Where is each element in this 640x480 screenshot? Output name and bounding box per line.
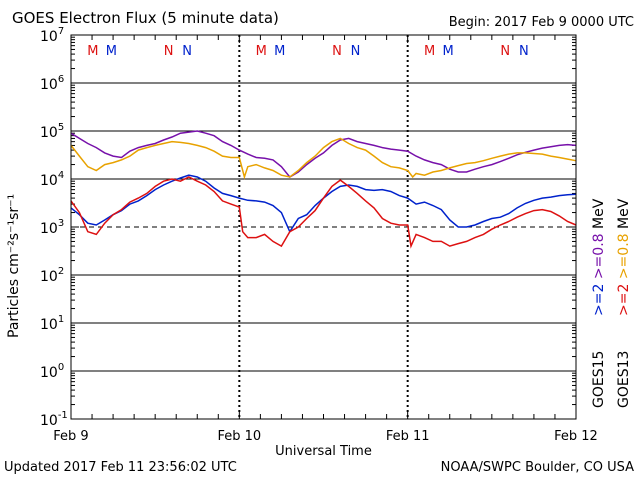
x-tick-label: Feb 10 xyxy=(217,429,261,444)
day-marker: N xyxy=(351,44,361,59)
day-marker: M xyxy=(87,44,98,59)
x-tick-label: Feb 11 xyxy=(386,429,430,444)
series-line-goes13_2mev xyxy=(70,176,577,249)
day-marker: N xyxy=(182,44,192,59)
legend-goes13-channels: >=2 >=0.8 MeV xyxy=(616,198,632,316)
updated-timestamp: Updated 2017 Feb 11 23:56:02 UTC xyxy=(4,460,237,475)
begin-time-label: Begin: 2017 Feb 9 0000 UTC xyxy=(448,15,634,30)
x-axis-label: Universal Time xyxy=(275,444,372,459)
series-line-goes13_08mev xyxy=(70,137,577,180)
y-tick-label: 106 xyxy=(40,74,64,93)
day-marker: M xyxy=(256,44,267,59)
grid-layer xyxy=(71,35,576,419)
legend-goes13: GOES13 xyxy=(616,351,632,408)
legend: GOES15 GOES13 >=2 >=0.8 MeV >=2 >=0.8 MeV xyxy=(591,198,632,408)
day-marker: N xyxy=(332,44,342,59)
day-marker: M xyxy=(106,44,117,59)
x-tick-label: Feb 9 xyxy=(53,429,88,444)
day-marker: N xyxy=(519,44,529,59)
series-line-goes15_2mev xyxy=(70,174,577,234)
y-tick-label: 102 xyxy=(40,266,64,285)
y-tick-label: 10-1 xyxy=(40,410,68,429)
y-axis-label: Particles cm⁻²s⁻¹sr⁻¹ xyxy=(6,193,22,338)
credit-label: NOAA/SWPC Boulder, CO USA xyxy=(440,460,634,475)
legend-goes15-channels: >=2 >=0.8 MeV xyxy=(591,198,607,316)
series-line-goes15_08mev xyxy=(70,130,577,178)
day-marker: N xyxy=(500,44,510,59)
y-tick-label: 100 xyxy=(40,362,64,381)
plot-frame xyxy=(70,34,577,420)
x-tick-label: Feb 12 xyxy=(554,429,598,444)
y-tick-label: 105 xyxy=(40,122,64,141)
y-tick-label: 104 xyxy=(40,170,64,189)
day-marker: N xyxy=(164,44,174,59)
y-tick-label: 107 xyxy=(40,26,64,45)
day-marker: M xyxy=(274,44,285,59)
series-layer xyxy=(70,130,577,249)
y-tick-label: 101 xyxy=(40,314,64,333)
day-marker: M xyxy=(442,44,453,59)
legend-goes15: GOES15 xyxy=(591,351,607,408)
day-marker: M xyxy=(424,44,435,59)
chart-title: GOES Electron Flux (5 minute data) xyxy=(12,9,279,27)
y-tick-label: 103 xyxy=(40,218,64,237)
